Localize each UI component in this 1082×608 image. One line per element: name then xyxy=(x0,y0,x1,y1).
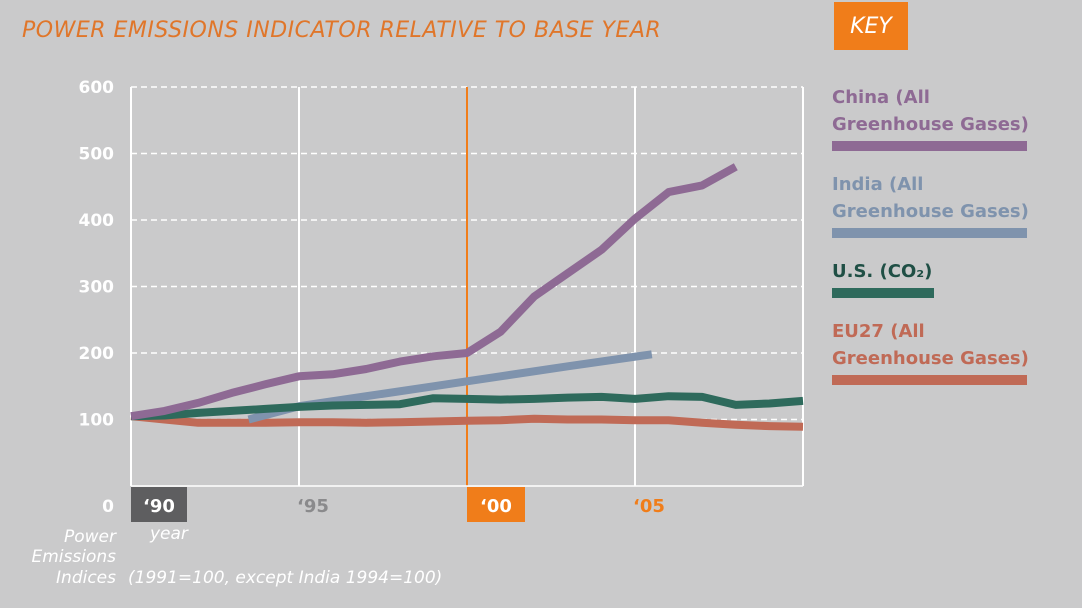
legend-swatch-eu27 xyxy=(832,375,1027,385)
series-line-eu27 xyxy=(130,412,804,431)
y-tick-label: 500 xyxy=(79,145,115,165)
x-tick-badge xyxy=(467,487,525,522)
legend-label-india: India (All Greenhouse Gases) xyxy=(832,174,1029,222)
x-tick-label: ‘95 xyxy=(297,496,329,517)
series-lines xyxy=(130,163,804,431)
legend-label-eu27: EU27 (All Greenhouse Gases) xyxy=(832,321,1029,369)
legend-item-us: U.S. (CO₂) xyxy=(832,258,934,298)
grid xyxy=(130,86,804,487)
x-axis-ticks: ‘90 ‘95 ‘00 ‘05 xyxy=(131,487,665,522)
y-axis-label-line2: Emissions xyxy=(31,547,117,567)
y-axis-label-line1: Power xyxy=(63,527,116,547)
y-axis-ticks: 0 100 200 300 400 500 600 xyxy=(79,78,115,517)
x-tick-label: ‘05 xyxy=(633,496,665,517)
series-line-us xyxy=(130,392,804,421)
chart-title: POWER EMISSIONS INDICATOR RELATIVE TO BA… xyxy=(22,18,662,43)
legend-swatch-india xyxy=(832,228,1027,238)
series-line-china xyxy=(130,163,738,421)
x-tick-label: ‘00 xyxy=(480,496,512,517)
legend-item-china: China (All Greenhouse Gases) xyxy=(832,84,1029,151)
x-tick-label: ‘90 xyxy=(143,496,175,517)
x-tick-badge xyxy=(131,487,187,522)
key-badge: KEY xyxy=(834,2,908,50)
y-tick-label: 0 xyxy=(102,497,114,517)
y-tick-label: 300 xyxy=(79,278,115,298)
x-axis-label: year xyxy=(150,524,188,544)
y-tick-label: 100 xyxy=(79,411,115,431)
legend-label-us: U.S. (CO₂) xyxy=(832,261,933,282)
legend-swatch-china xyxy=(832,141,1027,151)
legend-label-china: China (All Greenhouse Gases) xyxy=(832,87,1029,135)
axis-note: (1991=100, except India 1994=100) xyxy=(128,568,443,588)
legend-item-eu27: EU27 (All Greenhouse Gases) xyxy=(832,318,1029,385)
y-tick-label: 600 xyxy=(79,78,115,98)
legend-item-india: India (All Greenhouse Gases) xyxy=(832,171,1029,238)
y-tick-label: 400 xyxy=(79,211,115,231)
legend-swatch-us xyxy=(832,288,934,298)
y-tick-label: 200 xyxy=(79,344,115,364)
y-axis-label-line3: Indices xyxy=(56,568,116,588)
